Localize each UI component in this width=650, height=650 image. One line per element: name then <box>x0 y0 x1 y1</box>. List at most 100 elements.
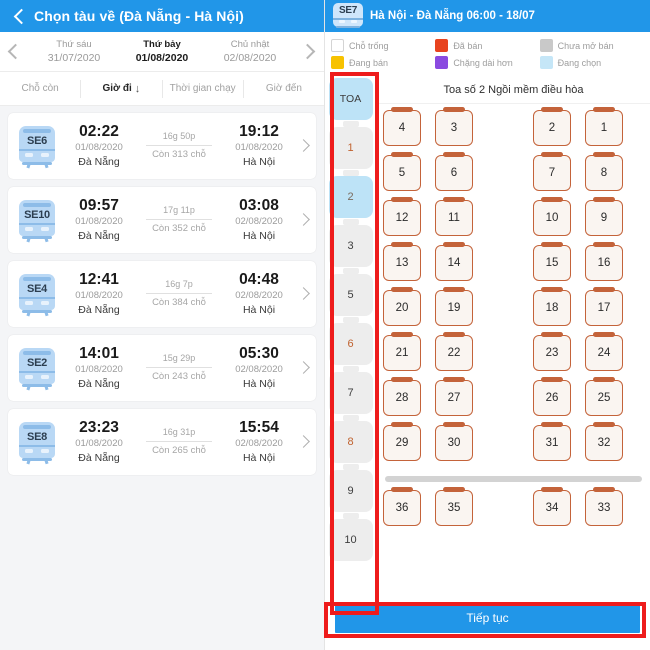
date-dow: Chủ nhật <box>230 39 270 50</box>
date-cell-prev[interactable]: Thứ sáu 31/07/2020 <box>30 32 118 71</box>
coach-item-3[interactable]: 3 <box>328 219 373 267</box>
seat[interactable]: 5 <box>383 155 421 191</box>
coach-item-1[interactable]: 1 <box>328 121 373 169</box>
departure-station: Đà Nẵng <box>78 156 120 168</box>
arrival-time: 05:30 <box>239 345 279 362</box>
coach-item-9[interactable]: 9 <box>328 464 373 512</box>
coach-item-10[interactable]: 10 <box>328 513 373 561</box>
seat[interactable]: 1 <box>585 110 623 146</box>
departure-station: Đà Nẵng <box>78 230 120 242</box>
seat[interactable]: 12 <box>383 200 421 236</box>
coach-label: 3 <box>347 240 354 252</box>
coach-item-7[interactable]: 7 <box>328 366 373 414</box>
coach-label: 1 <box>347 142 354 154</box>
filter-arrival-time[interactable]: Giờ đến <box>242 79 324 98</box>
train-row[interactable]: SE10 09:57 01/08/2020 Đà Nẵng 17g 11p Cò… <box>8 187 316 253</box>
chevron-right-icon[interactable] <box>296 358 310 378</box>
coach-item-6[interactable]: 6 <box>328 317 373 365</box>
arrival-block: 03:08 02/08/2020 Hà Nội <box>222 196 296 244</box>
seat[interactable]: 22 <box>435 335 473 371</box>
seat[interactable]: 16 <box>585 245 623 281</box>
coach-item-5[interactable]: 5 <box>328 268 373 316</box>
seat[interactable]: 18 <box>533 290 571 326</box>
departure-date: 01/08/2020 <box>75 142 123 153</box>
seat[interactable]: 35 <box>435 490 473 526</box>
train-row[interactable]: SE4 12:41 01/08/2020 Đà Nẵng 16g 7p Còn … <box>8 261 316 327</box>
coach-item-8[interactable]: 8 <box>328 415 373 463</box>
seat[interactable]: 33 <box>585 490 623 526</box>
divider-line <box>146 367 212 368</box>
seat[interactable]: 13 <box>383 245 421 281</box>
arrival-station: Hà Nội <box>242 230 276 242</box>
filter-seats-remaining[interactable]: Chỗ còn <box>0 80 80 98</box>
seat[interactable]: 26 <box>533 380 571 416</box>
continue-button[interactable]: Tiếp tục <box>335 603 640 633</box>
date-cell-next[interactable]: Chủ nhật 02/08/2020 <box>206 32 294 71</box>
coach-column-header: TOA <box>328 78 373 120</box>
seat[interactable]: 14 <box>435 245 473 281</box>
departure-time: 23:23 <box>79 419 119 436</box>
arrival-date: 02/08/2020 <box>235 216 283 227</box>
departure-time: 14:01 <box>79 345 119 362</box>
chevron-right-icon[interactable] <box>296 210 310 230</box>
departure-date: 01/08/2020 <box>75 290 123 301</box>
seat[interactable]: 11 <box>435 200 473 236</box>
filter-label: Giờ đến <box>265 83 302 94</box>
seat[interactable]: 31 <box>533 425 571 461</box>
back-chevron-icon[interactable] <box>10 7 28 25</box>
seat[interactable]: 19 <box>435 290 473 326</box>
chevron-right-icon[interactable] <box>294 32 324 72</box>
legend-label: Đã bán <box>453 40 483 51</box>
seat[interactable]: 32 <box>585 425 623 461</box>
seat[interactable]: 30 <box>435 425 473 461</box>
coach-title: Toa số 2 Ngồi mềm điều hòa <box>377 76 650 104</box>
chevron-left-icon[interactable] <box>0 32 30 72</box>
seat[interactable]: 17 <box>585 290 623 326</box>
departure-station: Đà Nẵng <box>78 452 120 464</box>
middle-block: 16g 7p Còn 384 chỗ <box>136 278 222 310</box>
arrival-time: 19:12 <box>239 123 279 140</box>
train-row[interactable]: SE2 14:01 01/08/2020 Đà Nẵng 15g 29p Còn… <box>8 335 316 401</box>
horizontal-scrollbar[interactable] <box>385 476 642 482</box>
seat[interactable]: 23 <box>533 335 571 371</box>
filter-label: Chỗ còn <box>21 83 59 94</box>
seat-rows: 4 3 2 1 5 6 7 8 12 1 <box>377 104 650 535</box>
departure-time: 12:41 <box>79 271 119 288</box>
seat[interactable]: 4 <box>383 110 421 146</box>
seat[interactable]: 36 <box>383 490 421 526</box>
seat[interactable]: 10 <box>533 200 571 236</box>
scrollbar-thumb[interactable] <box>385 476 642 482</box>
train-row[interactable]: SE8 23:23 01/08/2020 Đà Nẵng 16g 31p Còn… <box>8 409 316 475</box>
chevron-right-icon[interactable] <box>296 136 310 156</box>
filter-departure-time[interactable]: Giờ đi ↓ <box>80 79 161 98</box>
seat[interactable]: 15 <box>533 245 571 281</box>
date-dow: Thứ sáu <box>56 39 92 50</box>
chevron-right-icon[interactable] <box>296 432 310 452</box>
chevron-right-icon[interactable] <box>296 284 310 304</box>
seat[interactable]: 3 <box>435 110 473 146</box>
seat[interactable]: 7 <box>533 155 571 191</box>
aisle <box>487 290 533 335</box>
arrival-station: Hà Nội <box>242 156 276 168</box>
train-code: SE10 <box>24 209 50 221</box>
seat[interactable]: 9 <box>585 200 623 236</box>
seat[interactable]: 8 <box>585 155 623 191</box>
filter-duration[interactable]: Thời gian chạy <box>161 79 243 98</box>
seat[interactable]: 20 <box>383 290 421 326</box>
coach-item-2[interactable]: 2 <box>328 170 373 218</box>
seat[interactable]: 28 <box>383 380 421 416</box>
seat[interactable]: 27 <box>435 380 473 416</box>
seat[interactable]: 29 <box>383 425 421 461</box>
right-header: SE7 Hà Nội - Đà Nẵng 06:00 - 18/07 <box>325 0 650 32</box>
seat[interactable]: 6 <box>435 155 473 191</box>
train-row[interactable]: SE6 02:22 01/08/2020 Đà Nẵng 16g 50p Còn… <box>8 113 316 179</box>
date-cell-current[interactable]: Thứ bảy 01/08/2020 <box>118 32 206 71</box>
train-icon: SE6 <box>16 124 58 169</box>
seat[interactable]: 2 <box>533 110 571 146</box>
seat[interactable]: 34 <box>533 490 571 526</box>
seat-row: 5 6 7 8 <box>377 155 650 200</box>
seat[interactable]: 21 <box>383 335 421 371</box>
seat[interactable]: 25 <box>585 380 623 416</box>
legend-swatch-selecting <box>539 56 553 69</box>
seat[interactable]: 24 <box>585 335 623 371</box>
